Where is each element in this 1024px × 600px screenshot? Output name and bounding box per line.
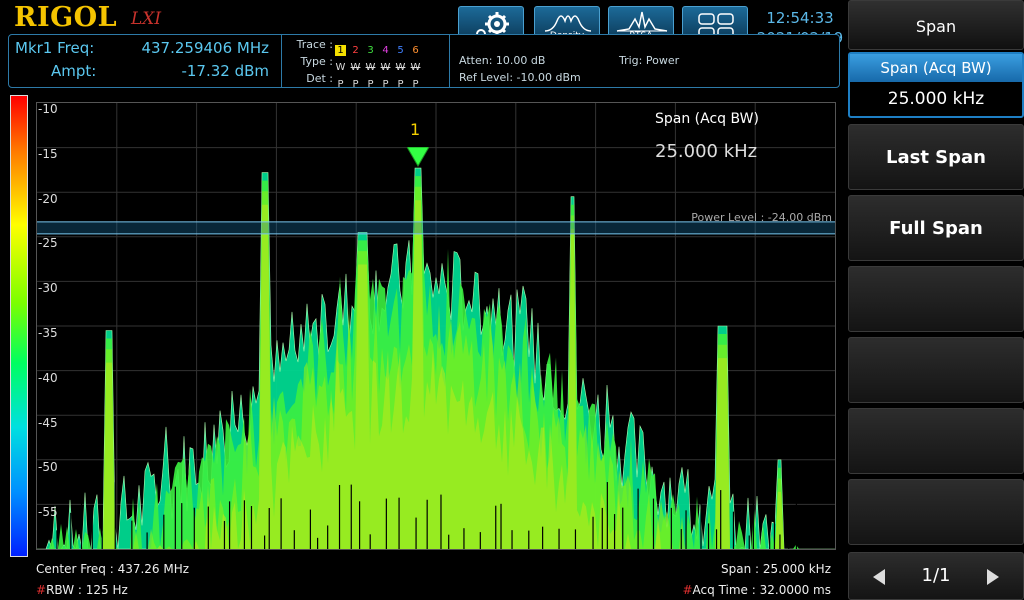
rbw-readout[interactable]: #RBW : 125 Hz bbox=[36, 583, 128, 597]
page-next-icon[interactable] bbox=[985, 569, 999, 585]
marker-triangle-icon[interactable] bbox=[407, 147, 429, 167]
marker-number: 1 bbox=[410, 120, 421, 139]
power-level-label: Power Level : -24.00 dBm bbox=[691, 211, 832, 224]
trace-4-type: W bbox=[380, 62, 391, 73]
softkey-empty-2 bbox=[848, 337, 1024, 403]
trace-6-type: W bbox=[410, 62, 421, 73]
marker-ampt-label: Ampt: bbox=[51, 62, 97, 80]
trace-3-type: W bbox=[365, 62, 376, 73]
density-layer bbox=[37, 200, 835, 549]
page-prev-icon[interactable] bbox=[873, 569, 887, 585]
y-tick-label: -25 bbox=[38, 236, 58, 251]
marker-ampt-value: -17.32 dBm bbox=[181, 62, 269, 80]
measurement-info-panel: Mkr1 Freq: 437.259406 MHz Ampt: -17.32 d… bbox=[8, 34, 840, 91]
y-tick-label: -20 bbox=[38, 191, 58, 206]
trace-5-number[interactable]: 5 bbox=[397, 45, 404, 56]
softkey-menu-title: Span bbox=[848, 0, 1024, 50]
type-label: Type : bbox=[300, 55, 333, 68]
trace-2-number[interactable]: 2 bbox=[352, 45, 359, 56]
trace-1-number[interactable]: 1 bbox=[335, 45, 346, 56]
rbw-manual-marker: # bbox=[36, 583, 47, 597]
span-annotation-value: 25.000 kHz bbox=[655, 141, 758, 162]
rigol-logo: RIGOL bbox=[14, 2, 118, 33]
marker-freq-label: Mkr1 Freq: bbox=[15, 39, 95, 57]
softkey-span-acq-bw-label: Span (Acq BW) bbox=[850, 54, 1022, 82]
trace-6-number[interactable]: 6 bbox=[412, 45, 419, 56]
y-tick-label: -40 bbox=[38, 370, 58, 385]
ref-level-readout: Ref Level: -10.00 dBm bbox=[459, 71, 581, 84]
acq-time-readout[interactable]: #Acq Time : 32.0000 ms bbox=[682, 583, 831, 597]
page-indicator: 1/1 bbox=[921, 565, 951, 586]
rtsa-icon bbox=[616, 11, 668, 32]
trace-1-detector: P bbox=[337, 79, 344, 90]
trace-4-number[interactable]: 4 bbox=[382, 45, 389, 56]
softkey-last-span-label: Last Span bbox=[885, 147, 986, 168]
atten-readout: Atten: 10.00 dB bbox=[459, 54, 546, 67]
trace-1-type: W bbox=[335, 62, 346, 73]
softkey-empty-3 bbox=[848, 408, 1024, 474]
softkey-empty-1 bbox=[848, 266, 1024, 332]
trace-2-type: W bbox=[350, 62, 361, 73]
clock-time: 12:54:33 bbox=[766, 9, 834, 27]
spectrum-plot[interactable]: Span (Acq BW) 25.000 kHz Power Level : -… bbox=[36, 102, 836, 550]
acq-time-value: Acq Time : 32.0000 ms bbox=[692, 583, 831, 597]
trace-4-detector: P bbox=[382, 79, 389, 90]
span-annotation-title: Span (Acq BW) bbox=[655, 111, 759, 127]
softkey-title-label: Span bbox=[915, 17, 957, 36]
lxi-logo: LXI bbox=[131, 9, 162, 29]
trace-6-detector: P bbox=[412, 79, 419, 90]
y-tick-label: -45 bbox=[38, 415, 58, 430]
trace-3-number[interactable]: 3 bbox=[367, 45, 374, 56]
trigger-readout: Trig: Power bbox=[619, 54, 680, 67]
trace-2-detector: P bbox=[352, 79, 359, 90]
density-color-bar bbox=[10, 95, 28, 557]
rbw-value: RBW : 125 Hz bbox=[46, 583, 128, 597]
spectrum-canvas bbox=[37, 103, 835, 549]
divider bbox=[449, 35, 450, 87]
power-level-band bbox=[37, 221, 835, 234]
softkey-empty-4 bbox=[848, 479, 1024, 545]
trace-5-type: W bbox=[395, 62, 406, 73]
acq-manual-marker: # bbox=[682, 583, 693, 597]
y-tick-label: -15 bbox=[38, 146, 58, 161]
span-readout[interactable]: Span : 25.000 kHz bbox=[721, 562, 831, 576]
trace-3-detector: P bbox=[367, 79, 374, 90]
softkey-span-acq-bw[interactable]: Span (Acq BW) 25.000 kHz bbox=[848, 52, 1024, 118]
y-tick-label: -10 bbox=[38, 102, 58, 116]
trace-label: Trace : bbox=[296, 38, 333, 51]
y-tick-label: -50 bbox=[38, 460, 58, 475]
density-layer bbox=[37, 176, 835, 549]
divider bbox=[281, 35, 282, 87]
softkey-full-span-label: Full Span bbox=[889, 218, 983, 239]
trace-5-detector: P bbox=[397, 79, 404, 90]
density-icon bbox=[544, 15, 592, 32]
det-label: Det : bbox=[306, 72, 333, 85]
softkey-pager: 1/1 bbox=[848, 552, 1024, 600]
y-tick-label: -30 bbox=[38, 281, 58, 296]
center-freq-readout[interactable]: Center Freq : 437.26 MHz bbox=[36, 562, 190, 576]
marker-freq-value: 437.259406 MHz bbox=[141, 39, 269, 57]
softkey-full-span[interactable]: Full Span bbox=[848, 195, 1024, 261]
softkey-span-acq-bw-value: 25.000 kHz bbox=[887, 89, 985, 109]
y-tick-label: -35 bbox=[38, 326, 58, 340]
softkey-last-span[interactable]: Last Span bbox=[848, 124, 1024, 190]
y-tick-label: -55 bbox=[38, 505, 58, 520]
